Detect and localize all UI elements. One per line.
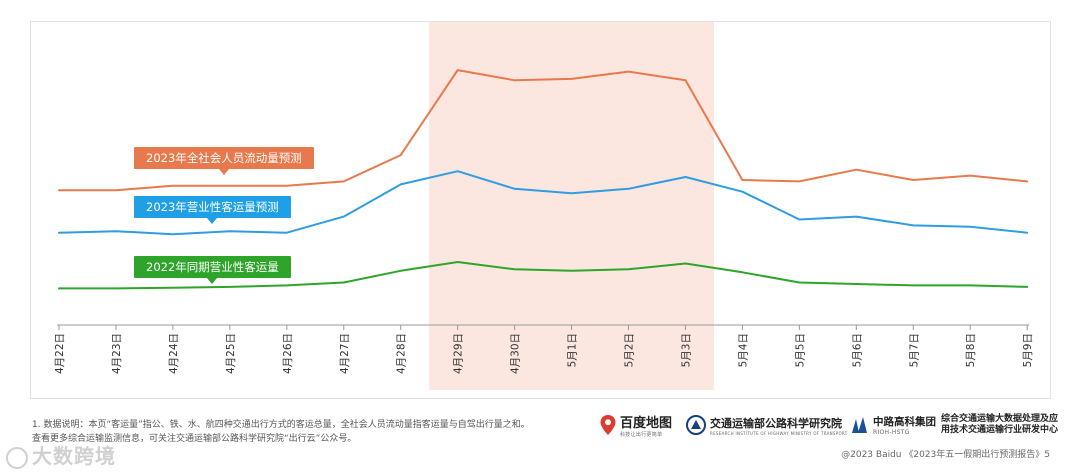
series-line-2 (58, 261, 1029, 290)
series-label-pointer (207, 278, 218, 284)
watermark-icon (6, 446, 28, 469)
baidu-map-slogan: 科技让出行更简单 (620, 432, 663, 438)
group-name: 中路高科集团 (873, 416, 936, 428)
series-label-pointer (207, 218, 218, 224)
copyright: @2023 Baidu 《2023年五一假期出行预测报告》5 (841, 450, 1050, 460)
series-label-2023-op-text: 2023年营业性客运量预测 (146, 200, 279, 214)
map-pin-icon (600, 415, 616, 435)
baidu-map-logo: 百度地图 科技让出行更简单 (600, 412, 672, 438)
institute-english-name: RESEARCH INSTITUTE OF HIGHWAY MINISTRY O… (710, 430, 848, 436)
group-emblem-icon (852, 417, 867, 433)
group-logo: 中路高科集团 RIOH-HSTG 综合交通运输大数据处理及应 用技术交通运输行业… (850, 412, 1058, 438)
center-name-line-1: 综合交通运输大数据处理及应 (941, 414, 1059, 424)
baidu-map-name: 百度地图 (620, 416, 673, 431)
x-axis-tick-label: 4月29日 (453, 333, 465, 374)
x-axis-tick-label: 4月30日 (510, 333, 522, 374)
institute-emblem-icon (686, 415, 706, 435)
x-axis-tick-label: 5月3日 (680, 333, 692, 367)
x-axis-tick-label: 5月8日 (965, 333, 977, 367)
series-label-2023-op: 2023年营业性客运量预测 (134, 196, 291, 224)
x-axis-tick-label: 5月1日 (567, 333, 579, 367)
x-axis-tick-label: 4月23日 (111, 333, 123, 374)
watermark-text: 大数跨境 (32, 444, 116, 468)
series-line-0 (58, 69, 1029, 192)
series-label-2022-op-text: 2022年同期营业性客运量 (146, 260, 279, 274)
x-axis-tick-label: 4月26日 (282, 333, 294, 374)
footnote-line-1: 1. 数据说明：本页“客运量”指公、铁、水、航四种交通出行方式的客运总量，全社会… (32, 420, 530, 430)
x-axis-tick-label: 5月2日 (624, 333, 636, 367)
x-axis-tick-label: 5月9日 (1022, 333, 1034, 367)
x-axis-tick-label: 4月24日 (168, 333, 180, 374)
institute-name: 交通运输部公路科学研究院 (710, 416, 842, 430)
center-name-line-2: 用技术交通运输行业研发中心 (941, 425, 1059, 435)
series-label-pointer (218, 169, 229, 175)
footnote: 1. 数据说明：本页“客运量”指公、铁、水、航四种交通出行方式的客运总量，全社会… (32, 418, 592, 446)
x-axis-tick-label: 4月28日 (396, 333, 408, 374)
x-axis-tick-label: 5月7日 (908, 333, 920, 367)
x-axis-tick-label: 5月4日 (737, 333, 749, 367)
chart-frame: 4月22日 4月23日 4月24日 4月25日 4月26日 4月27日 4月28日 4月29日… (30, 21, 1051, 399)
series-label-2023-total: 2023年全社会人员流动量预测 (134, 147, 314, 175)
x-axis-tick-label: 4月25日 (225, 333, 237, 374)
line-chart: 4月22日 4月23日 4月24日 4月25日 4月26日 4月27日 4月28日 4月29日… (54, 22, 1034, 390)
footnote-line-2: 查看更多综合运输监测信息，可关注交通运输部公路科学研究院“出行云”公众号。 (32, 434, 357, 444)
series-label-2023-total-text: 2023年全社会人员流动量预测 (146, 151, 302, 165)
x-axis-tick-label: 5月5日 (794, 333, 806, 367)
group-english-name: RIOH-HSTG (873, 429, 910, 436)
institute-logo: 交通运输部公路科学研究院 RESEARCH INSTITUTE OF HIGHW… (686, 412, 847, 438)
partner-logos: 百度地图 科技让出行更简单 交通运输部公路科学研究院 RESEARCH INST… (600, 412, 1058, 438)
x-axis-tick-label: 4月22日 (54, 333, 66, 374)
watermark: 大数跨境 (6, 440, 116, 469)
x-axis-tick-label: 5月6日 (851, 333, 863, 367)
series-label-2022-op: 2022年同期营业性客运量 (134, 256, 291, 284)
series-line-1 (58, 170, 1029, 236)
x-axis-tick-label: 4月27日 (339, 333, 351, 374)
